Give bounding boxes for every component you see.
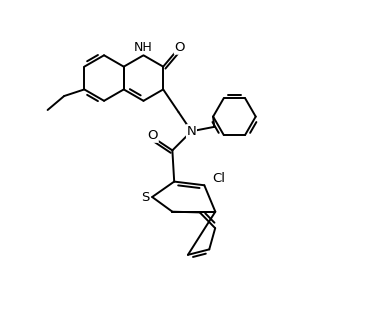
Text: NH: NH xyxy=(133,41,152,54)
Text: Cl: Cl xyxy=(212,172,225,185)
Text: O: O xyxy=(175,41,185,54)
Text: N: N xyxy=(187,125,196,138)
Text: S: S xyxy=(141,191,150,204)
Text: O: O xyxy=(148,129,158,142)
